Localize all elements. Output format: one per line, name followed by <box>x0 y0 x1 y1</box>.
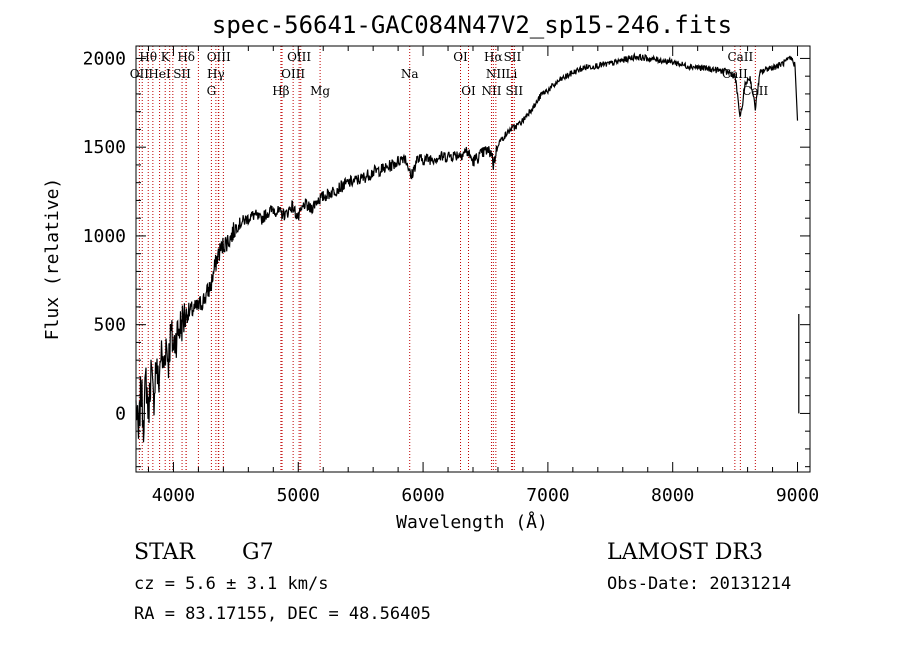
survey-name: LAMOST DR3 <box>607 540 763 565</box>
spectral-line-label: Hθ <box>139 50 157 64</box>
spectral-line-label: Hα <box>484 50 503 64</box>
y-tick-label: 1500 <box>83 137 126 158</box>
spectral-line-label: Hγ <box>207 67 225 81</box>
spectral-line-label: SII <box>505 84 523 98</box>
x-tick-label: 5000 <box>277 485 320 506</box>
spectral-line-label: NII <box>481 84 501 98</box>
spectral-line-label: CaII <box>722 67 748 81</box>
spectral-line-label: Mg <box>310 84 330 98</box>
spectral-line-label: K <box>161 50 171 64</box>
spectral-line-label: OI <box>453 50 468 64</box>
x-axis-label: Wavelength (Å) <box>396 511 548 533</box>
spectral-line-label: OI <box>461 84 476 98</box>
x-tick-label: 9000 <box>776 485 819 506</box>
y-tick-label: 500 <box>93 315 126 336</box>
x-tick-label: 8000 <box>651 485 694 506</box>
spectral-line-label: NII <box>486 67 506 81</box>
object-class: STAR <box>134 540 196 565</box>
y-tick-label: 1000 <box>83 226 126 247</box>
object-subclass: G7 <box>242 540 274 565</box>
spectral-line-label: OII <box>130 67 150 81</box>
plot-frame <box>135 45 811 473</box>
chart-title: spec-56641-GAC084N47V2_sp15-246.fits <box>212 11 732 39</box>
spectral-line-label: G <box>207 84 217 98</box>
spectral-line-label: Hβ <box>272 84 289 98</box>
spectral-line-label: CaII <box>742 84 768 98</box>
y-axis-label: Flux (relative) <box>42 178 63 341</box>
spectral-line-label: SII <box>504 50 522 64</box>
y-tick-label: 2000 <box>83 48 126 69</box>
spectral-line-label: OIII <box>281 67 305 81</box>
spectral-line-label: Na <box>401 67 419 81</box>
x-tick-label: 4000 <box>152 485 195 506</box>
spectral-line-markers <box>138 46 756 472</box>
spectral-line-label: HeI <box>148 67 171 81</box>
spectral-line-label: Li <box>506 67 518 81</box>
obs-date-text: Obs-Date: 20131214 <box>607 574 791 594</box>
spectral-line-label: SII <box>173 67 191 81</box>
x-tick-label: 6000 <box>401 485 444 506</box>
redshift-text: cz = 5.6 ± 3.1 km/s <box>134 574 328 594</box>
spectrum-line <box>135 52 800 443</box>
spectral-line-label: Hδ <box>177 50 195 64</box>
spectral-line-label: OIII <box>207 50 231 64</box>
spectral-line-label: CaII <box>727 50 753 64</box>
y-tick-label: 0 <box>115 403 126 424</box>
spectral-line-label: OIII <box>287 50 311 64</box>
axis-ticks: 4000 5000 6000 7000 8000 9000 0 500 1000 1500 2000 <box>83 46 819 506</box>
x-tick-label: 7000 <box>526 485 569 506</box>
coordinates-text: RA = 83.17155, DEC = 48.56405 <box>134 604 431 624</box>
